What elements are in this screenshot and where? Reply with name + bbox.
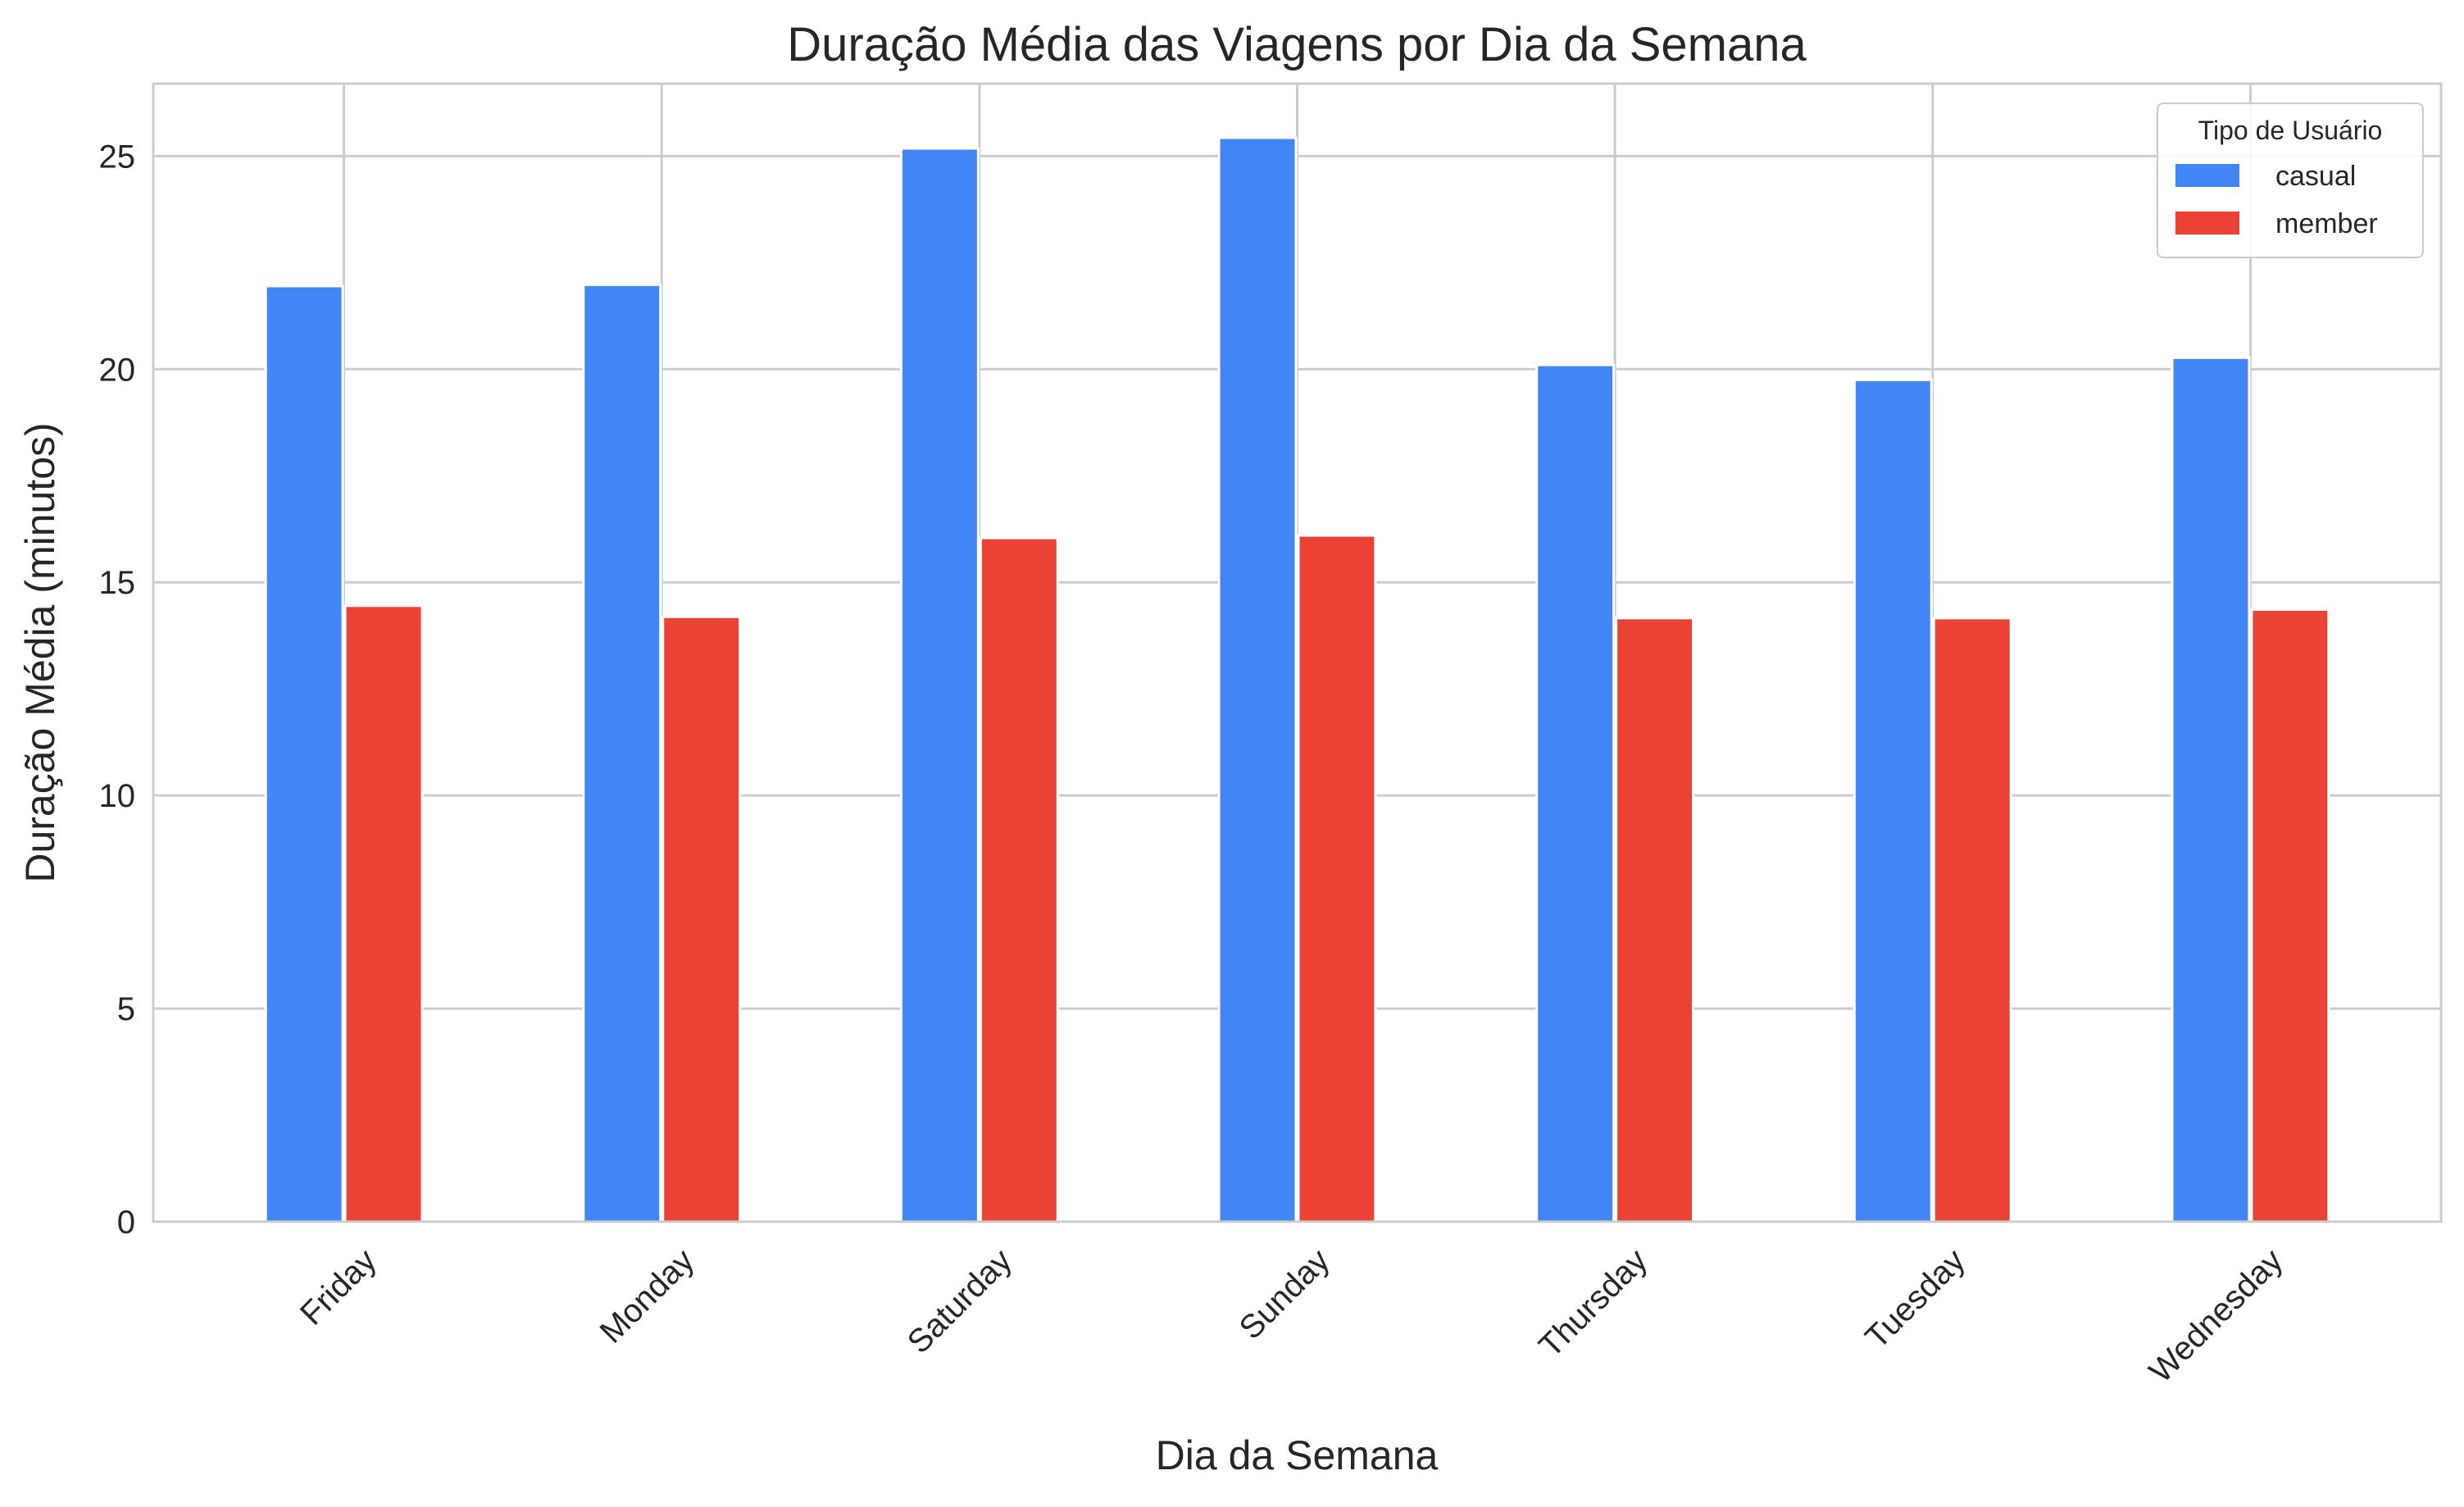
- bar-member: [1932, 617, 2012, 1223]
- bar-casual: [1217, 136, 1298, 1223]
- x-axis-ticks: Friday Monday Saturday Sunday Thursday Tuesda…: [293, 1242, 2290, 1390]
- y-tick-label: 25: [99, 139, 136, 175]
- bar-casual: [1853, 378, 1933, 1223]
- bars: [264, 136, 2330, 1223]
- y-tick-label: 15: [99, 565, 136, 601]
- legend: Tipo de Usuário casual member: [2157, 102, 2424, 258]
- y-tick-label: 10: [99, 778, 136, 814]
- y-tick-label: 5: [117, 991, 135, 1027]
- bar-member: [979, 536, 1059, 1223]
- x-tick-label: Friday: [293, 1242, 384, 1332]
- bar-member: [2250, 608, 2330, 1223]
- plot-frame: [152, 82, 2443, 1223]
- x-tick-label: Wednesday: [2143, 1242, 2290, 1390]
- bar-member: [1615, 617, 1695, 1223]
- legend-label-member: member: [2275, 208, 2378, 239]
- bar-member: [1297, 534, 1377, 1223]
- bar-member: [661, 615, 742, 1223]
- x-tick-label: Tuesday: [1858, 1242, 1972, 1356]
- bar-casual: [582, 283, 662, 1223]
- legend-title: Tipo de Usuário: [2198, 116, 2383, 145]
- bar-casual: [899, 147, 980, 1223]
- y-tick-label: 20: [99, 352, 136, 388]
- y-tick-label: 0: [117, 1204, 135, 1241]
- bar-casual: [1535, 363, 1616, 1223]
- x-tick-label: Saturday: [901, 1242, 1019, 1360]
- bar-member: [343, 604, 424, 1223]
- x-tick-label: Sunday: [1233, 1242, 1337, 1346]
- legend-swatch-casual: [2175, 164, 2239, 187]
- legend-items: casual member: [2175, 161, 2378, 239]
- bar-casual: [2171, 356, 2251, 1223]
- x-tick-label: Thursday: [1532, 1242, 1654, 1364]
- y-axis-label: Duração Média (minutos): [17, 422, 63, 882]
- legend-swatch-member: [2175, 212, 2239, 234]
- legend-label-casual: casual: [2275, 161, 2356, 192]
- x-tick-label: Monday: [593, 1242, 702, 1350]
- x-axis-label: Dia da Semana: [1156, 1432, 1439, 1478]
- chart-title: Duração Média das Viagens por Dia da Sem…: [787, 18, 1807, 71]
- bar-casual: [264, 285, 344, 1223]
- y-axis-ticks: 0 5 10 15 20 25: [99, 139, 136, 1241]
